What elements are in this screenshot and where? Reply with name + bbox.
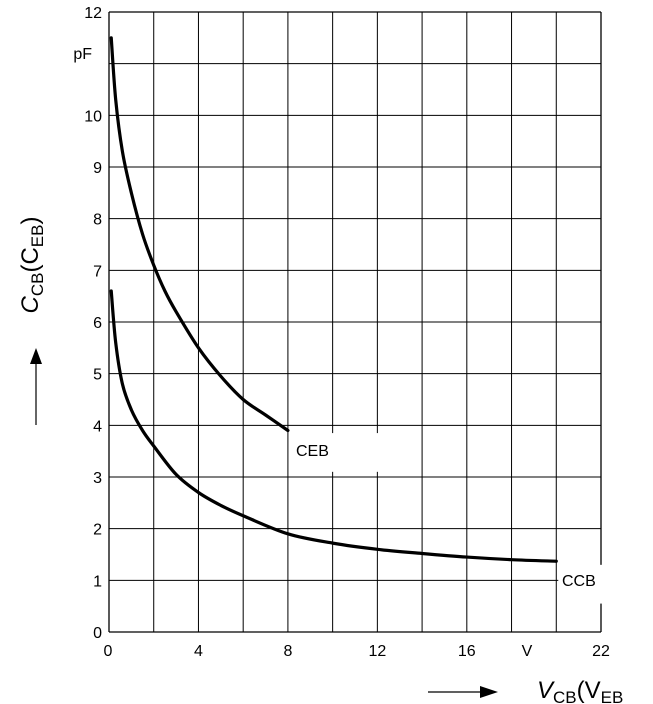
y-tick-label: 4 xyxy=(93,418,102,435)
y-tick-label: 12 xyxy=(84,5,102,22)
series-line-ceb xyxy=(109,36,290,433)
y-tick-label: 1 xyxy=(93,573,102,590)
y-axis-title-paren: (C xyxy=(17,247,44,272)
y-axis-title-sub2: EB xyxy=(28,225,47,248)
grid xyxy=(108,11,619,633)
y-axis-title-sub: CB xyxy=(28,273,47,297)
series-label-ccb: CCB xyxy=(562,573,596,590)
x-tick-label: 0 xyxy=(104,643,113,660)
y-tick-label: 10 xyxy=(84,108,102,125)
y-tick-label: 0 xyxy=(93,625,102,642)
y-tick-label: 3 xyxy=(93,470,102,487)
x-tick-label: 16 xyxy=(458,643,476,660)
curves xyxy=(109,36,558,563)
x-axis-title-paren: (V xyxy=(577,677,601,704)
y-tick-label: 2 xyxy=(93,522,102,539)
series-label-ceb: CEB xyxy=(296,443,329,460)
y-tick-label: 8 xyxy=(93,212,102,229)
y-tick-label: 5 xyxy=(93,367,102,384)
label-background-ceb xyxy=(289,433,385,472)
x-axis-title-sub2: EB xyxy=(601,688,624,704)
y-axis-title-close: ) xyxy=(17,217,44,225)
y-tick-label: 9 xyxy=(93,160,102,177)
x-tick-label: 4 xyxy=(194,643,203,660)
x-axis-title-sub: CB xyxy=(553,688,577,704)
y-tick-label: 6 xyxy=(93,315,102,332)
y-axis-title: CCB(CEB) xyxy=(17,217,47,314)
y-direction-arrow xyxy=(30,348,42,425)
x-tick-label: 8 xyxy=(283,643,292,660)
series-line-ccb xyxy=(109,289,558,563)
y-unit-label: pF xyxy=(73,46,92,63)
x-tick-label: 22 xyxy=(592,643,610,660)
y-axis-title-main: C xyxy=(17,295,44,313)
label-background-ccb xyxy=(558,564,619,604)
x-tick-labels: 0 4 8 12 16 22 xyxy=(104,643,610,660)
y-tick-label: 7 xyxy=(93,263,102,280)
x-axis-title-main: V xyxy=(537,677,555,704)
x-direction-arrow xyxy=(428,686,498,698)
x-unit-label: V xyxy=(522,643,533,660)
x-axis-title: VCB(VEB xyxy=(537,677,623,704)
x-tick-label: 12 xyxy=(368,643,386,660)
